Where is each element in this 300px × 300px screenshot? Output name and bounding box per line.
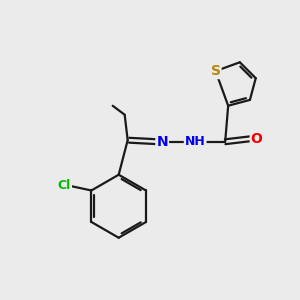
Text: NH: NH: [185, 135, 206, 148]
Text: S: S: [211, 64, 220, 78]
Text: O: O: [251, 132, 262, 146]
Text: N: N: [156, 135, 168, 149]
Text: Cl: Cl: [58, 179, 71, 193]
